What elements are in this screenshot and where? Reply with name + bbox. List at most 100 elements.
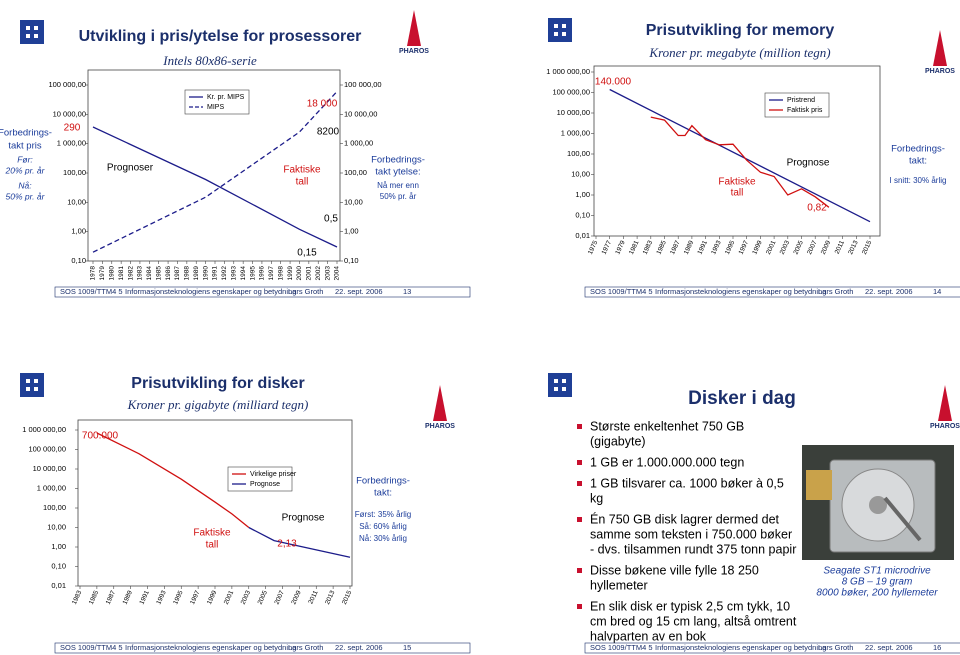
y-tick-label: 1 000,00 xyxy=(37,483,66,492)
footer-text: 16 xyxy=(933,643,941,652)
footer-text: Lars Groth xyxy=(818,643,853,652)
pharos-logo-mark xyxy=(933,30,947,66)
y2-tick-label: 1,00 xyxy=(344,227,359,236)
bullet-text: samme som teksten i 750.000 bøker xyxy=(590,527,792,541)
left-note: Nå: xyxy=(18,180,32,190)
x-tick-label: 1996 xyxy=(259,266,266,281)
footer-text: 14 xyxy=(933,287,941,296)
y-tick-label: 1,00 xyxy=(575,190,590,199)
x-tick-label: 1990 xyxy=(202,266,209,281)
ntnu-logo-mark xyxy=(554,24,566,36)
footer-text: Lars Groth xyxy=(288,643,323,652)
bullet-text: Største enkeltenhet 750 GB xyxy=(590,419,744,433)
annotation: 290 xyxy=(64,123,81,134)
ntnu-logo-box xyxy=(548,373,572,397)
x-tick-label: 1997 xyxy=(268,266,275,281)
annotation: Faktiske xyxy=(193,528,231,539)
y2-tick-label: 10 000,00 xyxy=(344,109,377,118)
annotation: tall xyxy=(731,188,744,199)
ntnu-logo-mark xyxy=(26,379,38,391)
footer-text: SOS 1009/TTM4 5 xyxy=(60,287,123,296)
x-tick-label: 2000 xyxy=(296,266,303,281)
disk-hub xyxy=(869,496,887,514)
legend-box xyxy=(184,89,250,115)
pharos-logo-mark xyxy=(407,10,421,46)
y-tick-label: 1 000,00 xyxy=(561,128,590,137)
series-line xyxy=(96,432,250,529)
right-note: Nå: 30% årlig xyxy=(359,534,407,543)
y-tick-label: 100 000,00 xyxy=(28,444,66,453)
legend-box xyxy=(764,92,830,118)
bullet-text: 1 GB tilsvarer ca. 1000 bøker à 0,5 xyxy=(590,476,784,490)
x-tick-label: 1982 xyxy=(127,266,134,281)
bullet-marker xyxy=(577,424,582,429)
series-line xyxy=(92,91,338,253)
legend-label: Faktisk pris xyxy=(787,107,823,114)
series-line xyxy=(609,88,871,223)
caption: Seagate ST1 microdrive xyxy=(823,566,931,577)
footer-text: 22. sept. 2006 xyxy=(335,287,383,296)
slide-title: Utvikling i pris/ytelse for prosessorer xyxy=(79,28,362,45)
legend-label: MIPS xyxy=(207,104,224,111)
y2-tick-label: 10,00 xyxy=(344,197,363,206)
slide-title: Prisutvikling for disker xyxy=(131,375,304,392)
y-tick-label: 1,00 xyxy=(51,542,66,551)
bullet-text: (gigabyte) xyxy=(590,434,646,448)
right-note: takt ytelse: xyxy=(375,167,420,178)
pharos-logo-text: PHAROS xyxy=(399,48,429,55)
y-tick-label: 100,00 xyxy=(43,503,66,512)
x-tick-label: 1995 xyxy=(249,266,256,281)
pharos-logo-mark xyxy=(433,385,447,421)
caption: 8000 bøker, 200 hyllemeter xyxy=(816,588,938,599)
y-tick-label: 10,00 xyxy=(47,522,66,531)
ntnu-logo xyxy=(548,18,572,42)
annotation: Prognose xyxy=(787,158,830,169)
annotation: 0,82 xyxy=(807,203,827,214)
right-note: Først: 35% årlig xyxy=(355,510,411,519)
x-tick-label: 1998 xyxy=(277,266,284,281)
footer-bar xyxy=(54,642,471,654)
footer-text: 22. sept. 2006 xyxy=(335,643,383,652)
pharos-logo-text: PHAROS xyxy=(930,423,960,430)
y-tick-label: 100 000,00 xyxy=(552,87,590,96)
bullet-text: hyllemeter xyxy=(590,578,648,592)
footer-text: Lars Groth xyxy=(818,287,853,296)
y-tick-label: 1 000 000,00 xyxy=(546,67,590,76)
annotation: 18 000 xyxy=(307,99,338,110)
footer-bar xyxy=(584,642,960,654)
annotation: 8200 xyxy=(317,127,340,138)
footer-bar xyxy=(584,286,960,298)
bullet-text: Disse bøkene ville fylle 18 250 xyxy=(590,563,759,577)
slide-subtitle: Kroner pr. megabyte (million tegn) xyxy=(648,45,830,60)
y2-tick-label: 100,00 xyxy=(344,168,367,177)
footer-text: 13 xyxy=(403,287,411,296)
y-tick-label: 1 000 000,00 xyxy=(22,425,66,434)
annotation: 0,5 xyxy=(324,214,338,225)
annotation: 140.000 xyxy=(595,77,632,88)
ntnu-logo-box xyxy=(20,373,44,397)
annotation: Faktiske xyxy=(283,165,321,176)
x-tick-label: 1992 xyxy=(221,266,228,281)
y-tick-label: 0,01 xyxy=(51,581,66,590)
x-tick-label: 1985 xyxy=(155,266,162,281)
y-tick-label: 0,01 xyxy=(575,231,590,240)
left-note: Forbedrings- xyxy=(0,128,52,139)
footer-text: 22. sept. 2006 xyxy=(865,287,913,296)
x-tick-label: 1980 xyxy=(108,266,115,281)
x-tick-label: 1984 xyxy=(146,266,153,281)
plot-frame xyxy=(593,65,881,237)
left-note: 20% pr. år xyxy=(5,165,46,175)
annotation: tall xyxy=(296,177,309,188)
left-note: Før: xyxy=(17,154,33,164)
left-note: 50% pr. år xyxy=(6,191,46,201)
disk-connector xyxy=(806,470,832,500)
series-line xyxy=(92,126,338,248)
bullet-text: Én 750 GB disk lagrer dermed det xyxy=(590,511,780,526)
pharos-logo-text: PHAROS xyxy=(925,68,955,75)
y-tick-label: 100 000,00 xyxy=(48,80,86,89)
right-note: Forbedrings- xyxy=(371,155,425,166)
ntnu-logo xyxy=(20,373,44,397)
bullet-marker xyxy=(577,481,582,486)
bullet-text: En slik disk er typisk 2,5 cm tykk, 10 xyxy=(590,599,790,613)
